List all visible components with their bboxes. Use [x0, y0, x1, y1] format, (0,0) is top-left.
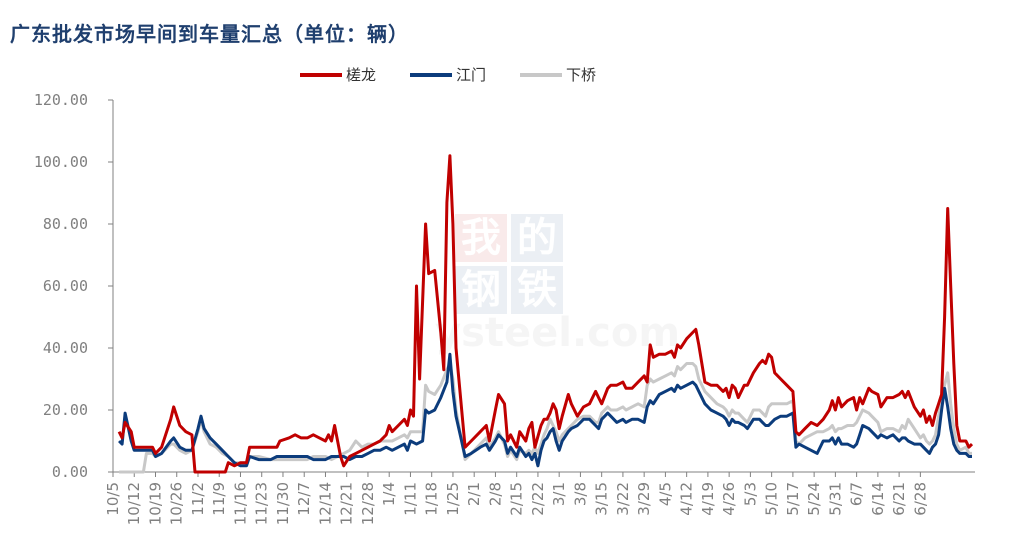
x-tick-label: 2/1 [465, 482, 483, 506]
x-tick-label: 4/19 [699, 482, 717, 516]
chart-legend: 槎龙 江门 下桥 [300, 64, 596, 85]
x-tick-label: 3/15 [593, 482, 611, 516]
x-tick-label: 12/7 [295, 482, 313, 516]
legend-swatch-xiaqiao [520, 72, 563, 77]
x-axis: 10/5 10/12 10/19 10/26 11/2 11/9 11/16 11/23 11/… [104, 471, 975, 525]
x-tick-label: 5/3 [741, 482, 759, 506]
x-tick-label: 4/12 [678, 482, 696, 516]
legend-swatch-jiangmen [410, 72, 453, 77]
x-tick-label: 3/22 [614, 482, 632, 516]
x-tick-label: 4/5 [656, 482, 674, 506]
y-tick-label: 60.00 [43, 277, 88, 295]
x-tick-label: 11/23 [253, 482, 271, 525]
x-tick-label: 5/17 [784, 482, 802, 516]
legend-swatch-chalong [300, 72, 342, 77]
x-tick-label: 1/25 [444, 482, 462, 516]
legend-item-jiangmen: 江门 [410, 64, 486, 85]
x-tick-label: 10/12 [125, 482, 143, 525]
legend-label-jiangmen: 江门 [456, 66, 487, 84]
x-tick-label: 4/26 [720, 482, 738, 516]
y-tick-label: 40.00 [43, 339, 88, 357]
x-tick-label: 6/21 [890, 482, 908, 516]
x-tick-label: 10/19 [146, 482, 164, 525]
x-tick-label: 12/14 [316, 482, 334, 525]
legend-item-chalong: 槎龙 [300, 64, 376, 85]
x-tick-label: 11/2 [189, 482, 207, 516]
chart-title: 广东批发市场早间到车量汇总（单位：辆） [10, 22, 409, 46]
x-tick-label: 11/9 [210, 482, 228, 516]
x-tick-label: 1/11 [401, 482, 419, 516]
x-tick-label: 3/29 [635, 482, 653, 516]
x-tick-label: 2/15 [508, 482, 526, 516]
series-group [117, 154, 974, 474]
x-tick-label: 3/1 [550, 482, 568, 506]
x-tick-label: 2/8 [486, 482, 504, 506]
x-tick-label: 6/14 [869, 482, 887, 516]
x-tick-label: 5/10 [763, 482, 781, 516]
series-line-0 [117, 154, 974, 474]
y-tick-label: 80.00 [43, 215, 88, 233]
y-tick-label: 100.00 [34, 153, 88, 171]
legend-label-xiaqiao: 下桥 [566, 66, 597, 84]
x-tick-label: 3/8 [571, 482, 589, 506]
x-tick-label: 10/5 [104, 482, 122, 516]
x-tick-label: 10/26 [168, 482, 186, 525]
x-tick-label: 11/30 [274, 482, 292, 525]
x-tick-label: 1/18 [423, 482, 441, 516]
x-tick-label: 6/7 [848, 482, 866, 506]
y-tick-label: 20.00 [43, 401, 88, 419]
x-tick-label: 12/21 [338, 482, 356, 525]
y-tick-label: 120.00 [34, 91, 88, 109]
x-tick-label: 2/22 [529, 482, 547, 516]
x-tick-label: 6/28 [911, 482, 929, 516]
series-line-1 [118, 352, 972, 468]
y-tick-label: 0.00 [52, 463, 88, 481]
y-axis: 0.00 20.00 40.00 60.00 80.00 100.00 120.00 [34, 91, 114, 481]
legend-label-chalong: 槎龙 [346, 66, 377, 84]
x-tick-label: 1/4 [380, 482, 398, 506]
legend-item-xiaqiao: 下桥 [520, 64, 596, 85]
x-tick-label: 11/16 [231, 482, 249, 525]
x-tick-label: 5/31 [826, 482, 844, 516]
x-tick-label: 5/24 [805, 482, 823, 516]
x-tick-label: 12/28 [359, 482, 377, 525]
